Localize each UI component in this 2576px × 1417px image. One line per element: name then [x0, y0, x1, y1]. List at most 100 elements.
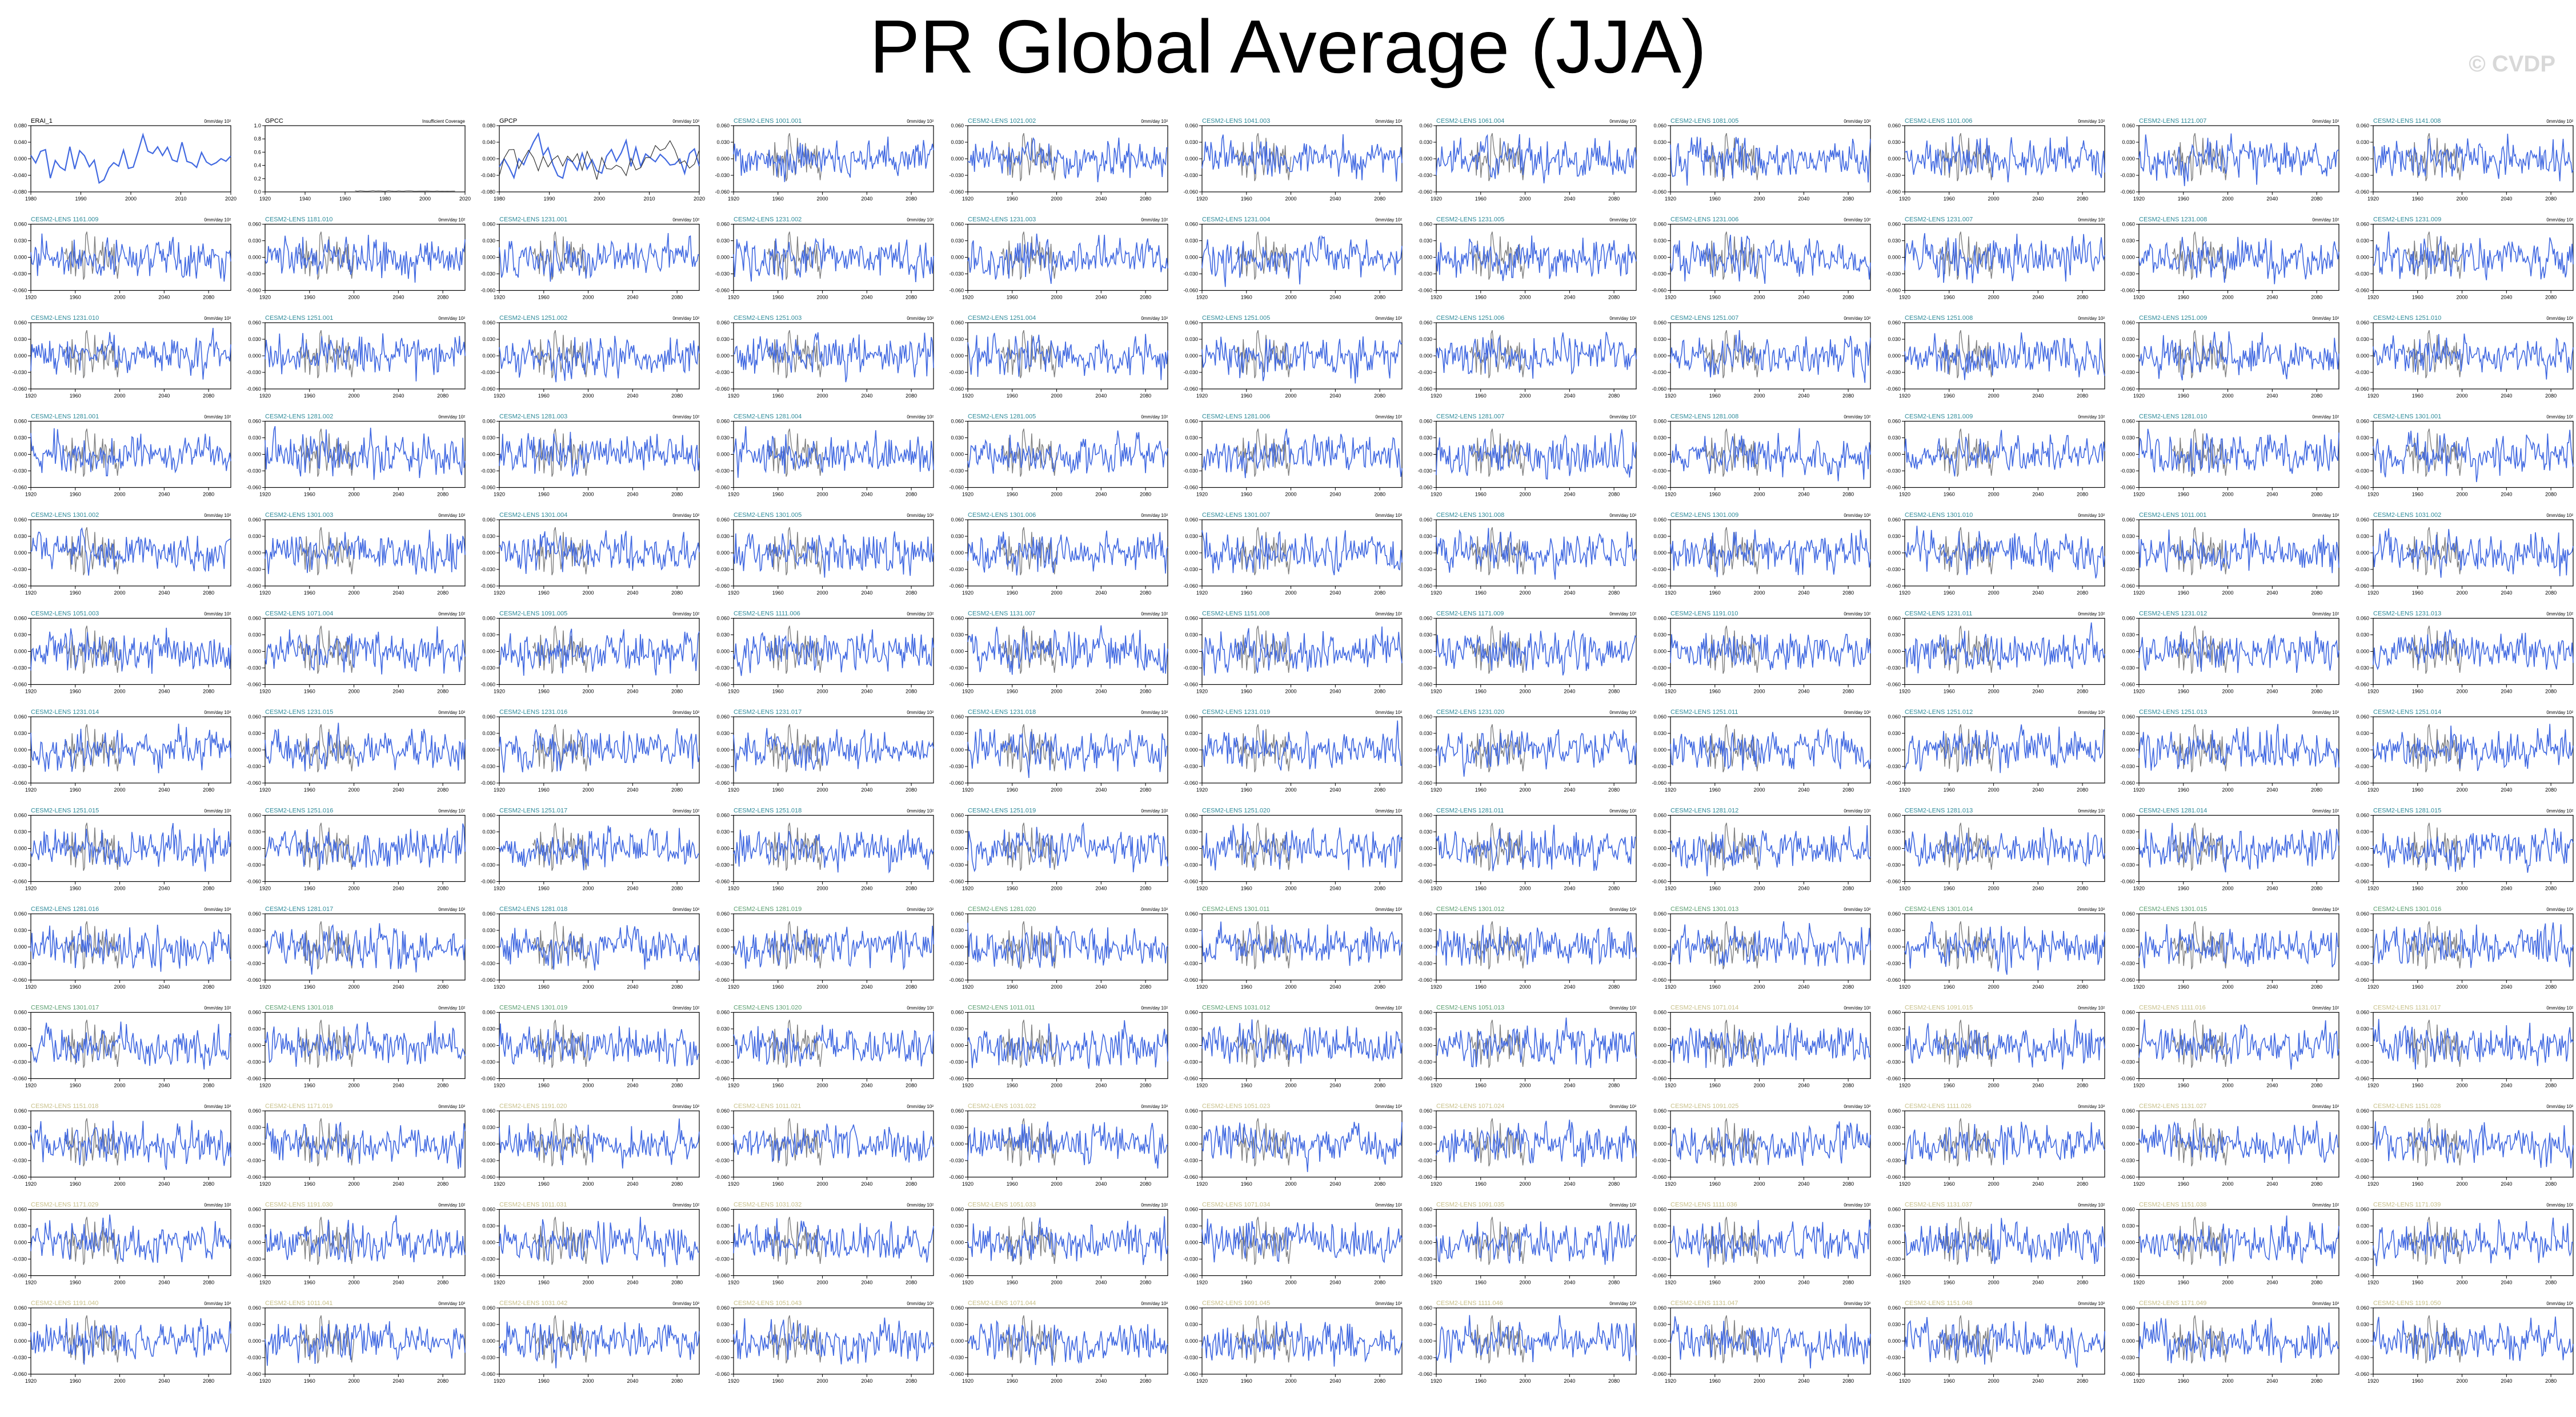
x-tick-label: 2000: [583, 1280, 594, 1286]
y-tick-label: 0.000: [1888, 944, 1901, 950]
y-tick-label: -0.080: [12, 189, 27, 195]
y-tick-label: 0.060: [2356, 911, 2369, 917]
x-tick-label: 1960: [304, 393, 315, 399]
x-tick-label: 2080: [203, 1378, 214, 1384]
y-tick-label: -0.030: [1183, 961, 1198, 966]
panel-title: CESM2-LENS 1281.016: [31, 906, 99, 913]
y-tick-label: 0.000: [951, 1338, 964, 1344]
x-tick-label: 2080: [2077, 984, 2088, 990]
y-tick-label: -0.030: [480, 370, 495, 375]
x-tick-label: 2040: [392, 590, 404, 596]
x-tick-label: 2000: [817, 196, 828, 202]
x-tick-label: 1920: [2133, 1280, 2145, 1286]
panel-units: 0mm/day 10²: [2078, 1006, 2105, 1011]
y-tick-label: 0.060: [1185, 1305, 1198, 1311]
panel: CESM2-LENS 1041.003 0mm/day 10²0.0600.030…: [1183, 118, 1403, 202]
plot-frame: [733, 913, 934, 981]
panel-title: CESM2-LENS 1231.011: [1905, 611, 1972, 617]
y-tick-label: -0.030: [2354, 1355, 2369, 1360]
panel-title: CESM2-LENS 1251.019: [968, 808, 1036, 814]
panel-units: 0mm/day 10²: [2078, 1203, 2105, 1208]
y-tick-label: -0.060: [1886, 1174, 1901, 1180]
y-tick-label: 0.030: [1185, 336, 1198, 342]
panel-units: 0mm/day 10²: [438, 907, 465, 912]
member-series-line: [1436, 1017, 1637, 1068]
panel-units: 0mm/day 10²: [1609, 513, 1636, 518]
x-tick-label: 2000: [2222, 787, 2234, 793]
x-tick-label: 2000: [1520, 1181, 1531, 1187]
x-tick-label: 2080: [203, 1083, 214, 1089]
panel-units: 0mm/day 10²: [204, 1203, 231, 1208]
y-tick-label: 0.030: [1185, 1322, 1198, 1327]
panel-title: CESM2-LENS 1301.014: [1905, 906, 1973, 913]
x-tick-label: 2000: [2457, 1181, 2468, 1187]
member-series-line: [2373, 724, 2574, 771]
y-tick-label: -0.060: [12, 485, 27, 491]
x-tick-label: 1920: [2367, 393, 2379, 399]
panel: CESM2-LENS 1231.013 0mm/day 10²0.0600.030…: [2354, 611, 2574, 695]
x-tick-label: 1920: [494, 1083, 505, 1089]
y-tick-label: 0.000: [2122, 944, 2135, 950]
x-tick-label: 2080: [671, 393, 683, 399]
member-series-line: [1670, 1022, 1871, 1068]
panel: CESM2-LENS 1281.006 0mm/day 10²0.0600.030…: [1183, 414, 1403, 497]
x-tick-label: 1920: [728, 295, 739, 300]
y-tick-label: -0.030: [1886, 1158, 1901, 1163]
y-tick-label: 0.000: [2356, 649, 2369, 655]
y-tick-label: 0.060: [1888, 123, 1901, 129]
member-series-line: [2138, 822, 2339, 873]
y-tick-label: -0.060: [480, 288, 495, 294]
y-tick-label: 0.060: [951, 517, 964, 523]
y-tick-label: -0.060: [1417, 1273, 1432, 1279]
panel: CESM2-LENS 1231.002 0mm/day 10²0.0600.030…: [715, 216, 934, 300]
y-tick-label: 0.030: [2356, 1125, 2369, 1130]
panel-title: CESM2-LENS 1051.013: [1436, 1005, 1504, 1011]
y-tick-label: -0.030: [715, 271, 730, 277]
y-tick-label: 0.030: [1653, 632, 1666, 638]
panel-units: 0mm/day 10²: [907, 1006, 934, 1011]
x-tick-label: 1960: [1241, 393, 1252, 399]
panel-units: 0mm/day 10²: [1609, 415, 1636, 420]
x-tick-label: 2000: [2457, 1378, 2468, 1384]
y-tick-label: -0.030: [480, 1257, 495, 1262]
y-tick-label: 0.060: [14, 813, 27, 818]
x-tick-label: 2080: [1842, 196, 1854, 202]
y-tick-label: -0.060: [949, 1371, 964, 1377]
y-tick-label: 0.000: [14, 353, 27, 359]
panel: CESM2-LENS 1171.019 0mm/day 10²0.0600.030…: [246, 1103, 466, 1187]
panel-units: 0mm/day 10²: [1141, 612, 1168, 617]
obs-overlay-line: [2172, 822, 2229, 871]
y-tick-label: -0.030: [949, 961, 964, 966]
x-tick-label: 2040: [1329, 1378, 1341, 1384]
y-tick-label: -0.030: [715, 567, 730, 572]
y-tick-label: 0.060: [1653, 1010, 1666, 1015]
panel-title: CESM2-LENS 1231.005: [1436, 216, 1504, 223]
x-tick-label: 1920: [728, 787, 739, 793]
x-tick-label: 2080: [671, 295, 683, 300]
y-tick-label: 0.060: [951, 419, 964, 424]
y-tick-label: -0.060: [1417, 682, 1432, 688]
member-series-line: [2373, 1316, 2574, 1361]
obs-overlay-line: [766, 133, 823, 182]
panel-units: 0mm/day 10²: [2312, 710, 2339, 715]
member-series-line: [733, 1123, 934, 1163]
y-tick-label: 0.030: [1888, 336, 1901, 342]
x-tick-label: 1920: [1899, 984, 1910, 990]
x-tick-label: 2080: [906, 295, 917, 300]
x-tick-label: 2080: [2311, 196, 2322, 202]
panel-title: CESM2-LENS 1111.006: [734, 611, 800, 617]
obs-overlay-line: [1000, 1118, 1057, 1167]
x-tick-label: 1920: [1665, 1378, 1676, 1384]
y-tick-label: -0.040: [480, 172, 495, 178]
x-tick-label: 2040: [1798, 1083, 1809, 1089]
y-tick-label: -0.030: [12, 1059, 27, 1065]
y-tick-label: 0.030: [1888, 435, 1901, 441]
y-tick-label: 0.000: [2356, 156, 2369, 162]
x-tick-label: 1920: [1196, 787, 1208, 793]
panel-title: CESM2-LENS 1231.006: [1670, 216, 1738, 223]
x-tick-label: 1920: [25, 1083, 37, 1089]
y-tick-label: 0.030: [482, 1322, 495, 1327]
y-tick-label: -0.030: [480, 1355, 495, 1360]
x-tick-label: 1960: [1709, 393, 1721, 399]
y-tick-label: 0.060: [1888, 813, 1901, 818]
